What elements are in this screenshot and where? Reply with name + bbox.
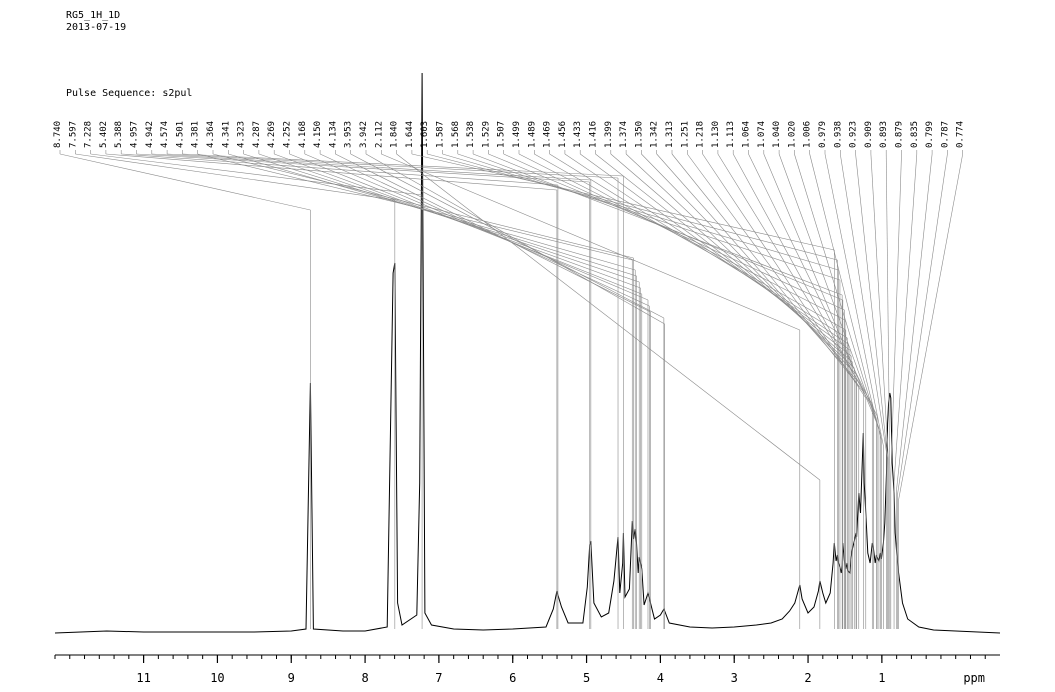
peak-label: 1.538 — [466, 121, 476, 148]
peak-label: 4.364 — [206, 121, 216, 148]
peak-label: 1.251 — [680, 121, 690, 148]
peak-label: 1.399 — [604, 121, 614, 148]
peak-label: 0.923 — [849, 121, 859, 148]
peak-label: 5.388 — [114, 121, 124, 148]
peak-label: 1.130 — [711, 121, 721, 148]
peak-label: 4.168 — [298, 121, 308, 148]
peak-label: 4.341 — [221, 121, 231, 148]
peak-label: 0.938 — [833, 121, 843, 148]
peak-label: 4.134 — [328, 121, 338, 148]
spectrum-trace — [55, 73, 1000, 633]
axis-tick-label: 3 — [731, 671, 738, 685]
peak-label: 1.416 — [589, 121, 599, 148]
peak-label: 1.469 — [543, 121, 553, 148]
peak-label: 0.893 — [879, 121, 889, 148]
peak-label: 1.113 — [726, 121, 736, 148]
peak-label: 4.957 — [130, 121, 140, 148]
peak-label: 1.020 — [787, 121, 797, 148]
axis-tick-label: 5 — [583, 671, 590, 685]
axis-tick-label: 7 — [435, 671, 442, 685]
peak-label: 4.574 — [160, 121, 170, 148]
peak-label: 1.568 — [451, 121, 461, 148]
peak-label: 1.342 — [650, 121, 660, 148]
peak-label: 2.112 — [374, 121, 384, 148]
peak-label: 1.006 — [803, 121, 813, 148]
peak-label: 1.040 — [772, 121, 782, 148]
peak-label: 4.501 — [175, 121, 185, 148]
peak-label: 1.350 — [634, 121, 644, 148]
peak-label: 0.787 — [940, 121, 950, 148]
nmr-spectrum-plot: 11 10 9 8 7 6 5 4 3 2 1 ppm 8.740 7.597 7.228 5.402 5.38… — [0, 0, 1055, 692]
axis-tick-label: 1 — [878, 671, 885, 685]
axis-tick-label: 8 — [361, 671, 368, 685]
peak-label: 1.218 — [696, 121, 706, 148]
peak-label: 1.587 — [436, 121, 446, 148]
peak-label: 1.603 — [420, 121, 430, 148]
axis-tick-label: 4 — [657, 671, 664, 685]
peak-label: 3.953 — [344, 121, 354, 148]
axis-tick-label: 2 — [804, 671, 811, 685]
peak-label: 1.529 — [481, 121, 491, 148]
peak-label: 4.323 — [237, 121, 247, 148]
peak-label: 7.597 — [68, 121, 78, 148]
peak-label: 5.402 — [99, 121, 109, 148]
axis-tick-label: 6 — [509, 671, 516, 685]
peak-label: 1.644 — [405, 121, 415, 148]
peak-label: 1.507 — [497, 121, 507, 148]
peak-label: 0.799 — [925, 121, 935, 148]
peak-label: 0.774 — [956, 121, 966, 148]
peak-label: 1.313 — [665, 121, 675, 148]
axis-tick-label: 11 — [136, 671, 150, 685]
peak-label: 4.942 — [145, 121, 155, 148]
peak-label: 0.879 — [895, 121, 905, 148]
peak-label: 1.489 — [527, 121, 537, 148]
peak-label: 0.909 — [864, 121, 874, 148]
peak-label: 4.381 — [191, 121, 201, 148]
peak-label: 4.287 — [252, 121, 262, 148]
peak-label: 1.499 — [512, 121, 522, 148]
peak-label: 3.942 — [359, 121, 369, 148]
peak-label: 4.269 — [267, 121, 277, 148]
peak-label: 0.979 — [818, 121, 828, 148]
peak-label: 1.374 — [619, 121, 629, 148]
axis-unit-label: ppm — [963, 671, 985, 685]
peak-label: 1.456 — [558, 121, 568, 148]
peak-label: 0.835 — [910, 121, 920, 148]
peak-label: 1.840 — [390, 121, 400, 148]
peak-label: 7.228 — [84, 121, 94, 148]
axis-tick-label: 9 — [288, 671, 295, 685]
peak-label: 1.064 — [742, 121, 752, 148]
peak-label: 8.740 — [53, 121, 63, 148]
axis-tick-label: 10 — [210, 671, 224, 685]
peak-label: 1.074 — [757, 121, 767, 148]
peak-label: 4.252 — [283, 121, 293, 148]
peak-label: 4.150 — [313, 121, 323, 148]
peak-label: 1.433 — [573, 121, 583, 148]
